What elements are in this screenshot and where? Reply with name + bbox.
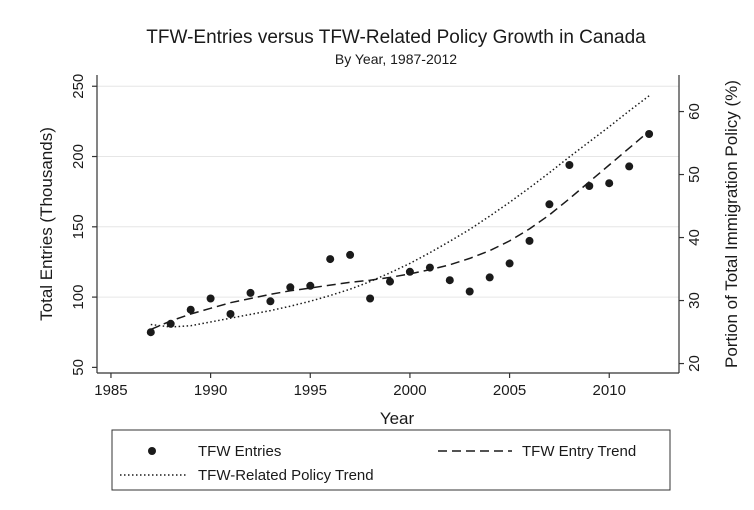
data-point-2000 xyxy=(405,267,414,276)
x-tick-label-2010: 2010 xyxy=(593,382,626,399)
legend-marker-tfw-entries xyxy=(148,447,156,455)
y-left-tick-label-200: 200 xyxy=(70,144,87,169)
data-point-1999 xyxy=(386,277,394,286)
data-point-2007 xyxy=(545,200,554,209)
x-tick-label-2005: 2005 xyxy=(493,382,526,399)
data-point-1995 xyxy=(306,281,315,290)
data-point-2010 xyxy=(605,179,614,188)
data-point-1997 xyxy=(346,250,355,259)
data-point-2002 xyxy=(445,276,454,285)
y-left-tick-label-50: 50 xyxy=(70,359,87,376)
data-point-2003 xyxy=(465,287,474,296)
gridlines xyxy=(97,85,679,298)
legend-label-tfw-entries: TFW Entries xyxy=(198,443,281,460)
data-point-2005 xyxy=(505,259,514,268)
legend: TFW Entries TFW Entry Trend TFW-Related … xyxy=(111,429,671,491)
data-point-2008 xyxy=(565,161,574,169)
axes xyxy=(96,75,680,374)
ticks: 1985 1990 1995 2000 2005 2010 50 100 150 200 250 20… xyxy=(70,74,703,399)
series-line-tfw-entry-trend xyxy=(150,130,650,331)
y-left-tick-label-250: 250 xyxy=(70,74,87,99)
data-point-1994 xyxy=(286,283,295,292)
legend-box xyxy=(111,429,671,491)
y-right-tick-label-50: 50 xyxy=(686,166,703,183)
data-point-1991 xyxy=(226,310,235,318)
data-point-1998 xyxy=(366,294,375,303)
data-point-1987 xyxy=(146,328,155,337)
y-right-tick-label-60: 60 xyxy=(686,103,703,120)
y-left-tick-label-150: 150 xyxy=(70,214,87,239)
legend-label-entry-trend: TFW Entry Trend xyxy=(522,443,636,460)
x-axis-label: Year xyxy=(380,409,415,428)
data-point-1989 xyxy=(186,305,195,314)
data-point-2009 xyxy=(585,182,594,190)
x-tick-label-2000: 2000 xyxy=(393,382,426,399)
y-left-tick-label-100: 100 xyxy=(70,285,87,310)
chart-title: TFW-Entries versus TFW-Related Policy Gr… xyxy=(146,27,646,48)
data-point-2011 xyxy=(625,162,634,171)
y-right-tick-label-20: 20 xyxy=(686,355,703,372)
legend-label-policy-trend: TFW-Related Policy Trend xyxy=(198,467,374,484)
y-axis-label-left: Total Entries (Thousands) xyxy=(37,127,56,321)
data-marks xyxy=(146,95,654,337)
x-tick-label-1985: 1985 xyxy=(94,382,127,399)
data-point-2004 xyxy=(485,273,494,282)
data-point-1990 xyxy=(206,294,215,303)
data-point-2006 xyxy=(525,236,534,245)
y-axis-label-right: Portion of Total Immigration Policy (%) xyxy=(722,80,741,368)
data-point-2012 xyxy=(645,130,654,138)
x-tick-label-1990: 1990 xyxy=(194,382,227,399)
y-right-tick-label-40: 40 xyxy=(686,229,703,246)
chart-subtitle: By Year, 1987-2012 xyxy=(335,51,457,67)
y-right-tick-label-30: 30 xyxy=(686,292,703,309)
series-line-tfw-related-policy-trend xyxy=(150,95,650,328)
data-point-1992 xyxy=(246,288,255,297)
data-point-1996 xyxy=(326,255,335,264)
data-point-1988 xyxy=(166,319,175,328)
data-point-1993 xyxy=(266,297,275,306)
x-tick-label-1995: 1995 xyxy=(294,382,327,399)
data-point-2001 xyxy=(425,263,434,272)
